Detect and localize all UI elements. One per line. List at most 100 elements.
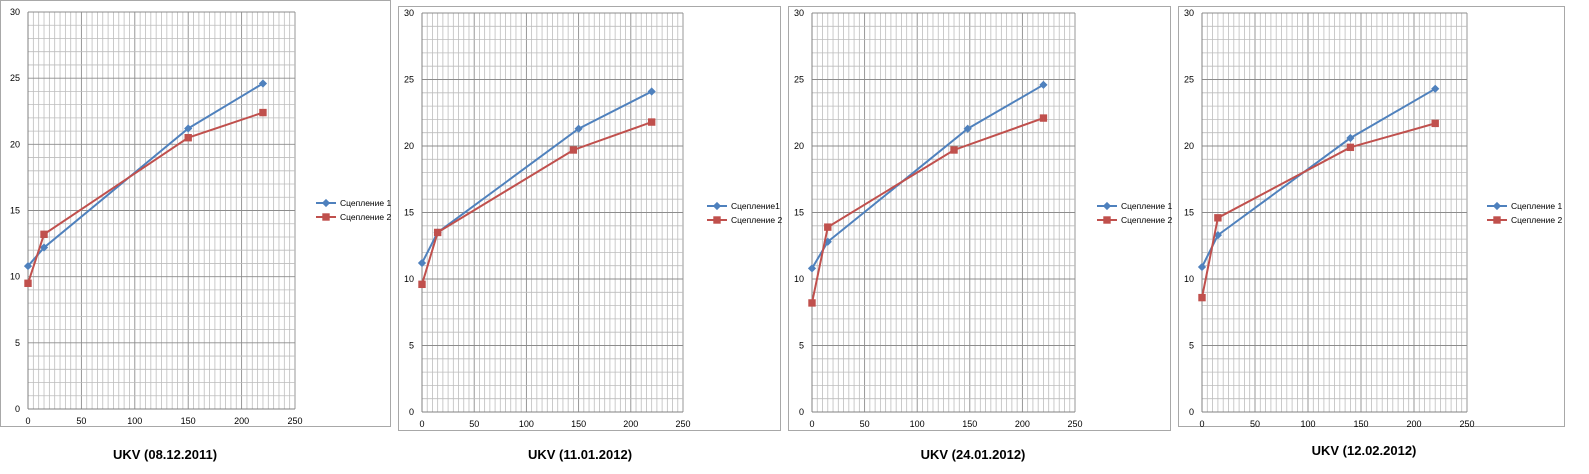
series-2-point xyxy=(433,228,442,237)
y-tick-label: 5 xyxy=(15,338,20,348)
chart-caption-4: UKV (12.02.2012) xyxy=(1311,443,1417,458)
y-tick-label: 10 xyxy=(404,274,414,284)
legend-marker-2 xyxy=(1493,216,1501,224)
legend-marker-2 xyxy=(322,213,330,221)
series-2-line xyxy=(811,117,1044,304)
series-1-point xyxy=(417,258,427,268)
x-tick-label: 200 xyxy=(1406,419,1421,429)
y-tick-label: 5 xyxy=(799,341,804,351)
x-tick-label: 0 xyxy=(25,416,30,426)
y-tick-label: 0 xyxy=(409,407,414,417)
series-2-point xyxy=(1346,143,1355,152)
legend-label-2: Сцепление 2 xyxy=(1121,215,1172,225)
legend-label-2: Сцепление 2 xyxy=(1511,215,1562,225)
x-tick-label: 250 xyxy=(1067,419,1082,429)
legend-marker-2 xyxy=(1103,216,1111,224)
y-tick-label: 30 xyxy=(404,8,414,18)
x-tick-label: 50 xyxy=(76,416,86,426)
legend-label-2: Сцепление 2 xyxy=(340,212,391,222)
x-tick-label: 250 xyxy=(675,419,690,429)
series-1-point xyxy=(23,261,33,271)
series-2-point xyxy=(24,279,32,287)
y-tick-label: 20 xyxy=(404,141,414,151)
legend-label-1: Сцепление 1 xyxy=(340,198,391,208)
y-tick-label: 0 xyxy=(15,404,20,414)
series-2-line xyxy=(1201,122,1436,298)
series-1-point xyxy=(647,87,656,96)
series-2-point xyxy=(259,108,267,117)
chart-svg-3: 0 50 100 150 200 250 0 5 10 15 20 25 30 Сцепление 1 Сц… xyxy=(788,6,1172,431)
series-1-point xyxy=(1039,80,1048,89)
series-2-point xyxy=(1039,114,1048,122)
x-tick-label: 0 xyxy=(1199,419,1204,429)
series-2-point xyxy=(184,134,192,142)
series-1-point xyxy=(1346,133,1355,143)
series-1-line xyxy=(421,90,653,264)
y-tick-label: 5 xyxy=(1189,341,1194,351)
y-tick-label: 15 xyxy=(1184,208,1194,218)
x-tick-label: 100 xyxy=(1300,419,1315,429)
y-tick-label: 20 xyxy=(794,141,804,151)
x-tick-label: 50 xyxy=(860,419,870,429)
chart-frame xyxy=(0,0,391,427)
y-tick-label: 15 xyxy=(10,206,20,216)
series-2-point xyxy=(1214,214,1222,222)
chart-svg-2: 0 50 100 150 200 250 0 5 10 15 20 25 30 Сцепление1 Сце… xyxy=(398,6,782,431)
legend-marker-2 xyxy=(713,216,721,224)
series-2-point xyxy=(808,299,816,307)
series-2-point xyxy=(1431,119,1439,128)
y-tick-label: 15 xyxy=(404,208,414,218)
x-tick-label: 100 xyxy=(519,419,534,429)
x-tick-label: 150 xyxy=(571,419,586,429)
legend-label-2: Сцепление 2 xyxy=(731,215,782,225)
chart-caption-2: UKV (11.01.2012) xyxy=(527,447,633,462)
y-tick-label: 0 xyxy=(799,407,804,417)
legend-label-1: Сцепление 1 xyxy=(1511,201,1562,211)
chart-caption-3: UKV (24.01.2012) xyxy=(920,447,1026,462)
legend-marker-1 xyxy=(321,198,331,208)
series-2-point xyxy=(1198,293,1206,302)
series-2-point xyxy=(647,118,656,126)
x-tick-label: 150 xyxy=(962,419,977,429)
x-tick-label: 200 xyxy=(623,419,638,429)
y-tick-label: 10 xyxy=(794,274,804,284)
x-tick-label: 50 xyxy=(469,419,479,429)
legend-marker-1 xyxy=(1102,201,1112,211)
chart-caption-1: UKV (08.12.2011) xyxy=(112,447,218,462)
series-1-point xyxy=(574,124,583,133)
y-tick-label: 30 xyxy=(794,8,804,18)
series-1-point xyxy=(258,79,268,88)
series-1-line xyxy=(1201,87,1436,268)
series-1-point xyxy=(184,124,193,133)
y-tick-label: 20 xyxy=(1184,141,1194,151)
y-tick-label: 25 xyxy=(794,75,804,85)
series-2-line xyxy=(27,111,264,284)
y-tick-label: 25 xyxy=(10,73,20,83)
legend-marker-1 xyxy=(712,201,722,211)
series-2-line xyxy=(421,121,653,285)
y-tick-label: 25 xyxy=(1184,75,1194,85)
x-tick-label: 150 xyxy=(1353,419,1368,429)
x-tick-label: 50 xyxy=(1250,419,1260,429)
y-tick-label: 0 xyxy=(1189,407,1194,417)
x-tick-label: 200 xyxy=(1015,419,1030,429)
x-tick-label: 250 xyxy=(1459,419,1474,429)
series-2-point xyxy=(40,230,48,239)
series-1-point xyxy=(1197,262,1207,272)
series-1-point xyxy=(39,243,49,252)
series-2-point xyxy=(418,280,426,289)
y-tick-label: 25 xyxy=(404,75,414,85)
x-tick-label: 150 xyxy=(181,416,196,426)
series-2-point xyxy=(824,223,832,231)
x-tick-label: 0 xyxy=(809,419,814,429)
legend-marker-1 xyxy=(1492,201,1502,211)
y-tick-label: 5 xyxy=(409,341,414,351)
series-1-point xyxy=(1431,84,1440,93)
y-tick-label: 15 xyxy=(794,208,804,218)
chart-svg-1: 0 50 100 150 200 250 0 5 10 15 20 25 30 Сцепление 1 Сц… xyxy=(0,0,391,427)
series-1-point xyxy=(963,124,972,133)
series-2-point xyxy=(569,146,578,154)
legend-label-1: Сцепление 1 xyxy=(1121,201,1172,211)
y-tick-label: 10 xyxy=(1184,274,1194,284)
chart-svg-4: 0 50 100 150 200 250 0 5 10 15 20 25 30 Сцепление 1 Сц… xyxy=(1178,6,1565,429)
